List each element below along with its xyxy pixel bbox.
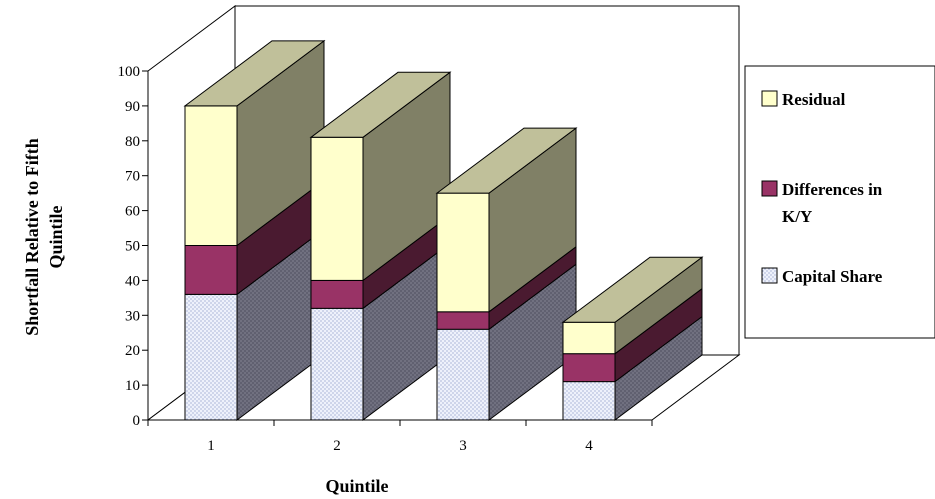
legend-label-capital-share: Capital Share (782, 267, 883, 286)
bars (183, 39, 704, 421)
x-axis: 1 2 3 4 (147, 419, 653, 454)
y-tick-label: 70 (125, 169, 140, 185)
bar-capital-share-3 (436, 328, 490, 421)
y-tick-label: 80 (125, 134, 140, 150)
x-tick-label: 4 (585, 438, 593, 454)
y-axis: 0 10 20 30 40 50 60 70 80 90 100 (118, 64, 149, 429)
y-tick-label: 50 (125, 239, 140, 255)
bar-residual-3 (436, 192, 490, 313)
bar-top-4 (561, 256, 704, 323)
bar-stack-3 (435, 127, 578, 421)
bar-top-2 (309, 71, 452, 138)
bar-top-1 (183, 40, 326, 107)
bar-differences-in-k-y-4 (562, 353, 616, 383)
x-tick-label: 3 (459, 438, 467, 454)
y-tick-label: 20 (125, 343, 140, 359)
y-axis-title: Shortfall Relative to Fifth Quintile (22, 138, 66, 335)
bar-top-3 (435, 127, 578, 194)
legend-label-residual: Residual (782, 90, 846, 109)
y-tick-label: 10 (125, 378, 140, 394)
legend-swatch-capital-share (761, 267, 778, 284)
y-tick-label: 90 (125, 99, 140, 115)
bar-stack-4 (561, 256, 704, 421)
x-tick-label: 1 (207, 438, 215, 454)
bar-differences-in-k-y-3 (436, 311, 490, 330)
bar-stack-2 (309, 71, 452, 421)
bar-differences-in-k-y-1 (184, 245, 238, 295)
bar-residual-2 (310, 136, 364, 281)
bar-capital-share-1 (184, 293, 238, 421)
legend-swatch-residual (761, 90, 778, 107)
bar-stack-1 (183, 39, 326, 421)
y-tick-label: 30 (125, 308, 140, 324)
legend-swatch-differences-in-k-y (761, 180, 778, 197)
y-tick-label: 100 (118, 64, 141, 80)
bar-capital-share-4 (562, 381, 616, 421)
bar-residual-1 (184, 105, 238, 247)
bar-differences-in-k-y-2 (310, 279, 364, 309)
y-tick-label: 40 (125, 273, 140, 289)
legend: Residual Differences in K/Y Capital Share (744, 65, 935, 339)
x-tick-label: 2 (333, 438, 341, 454)
y-tick-label: 60 (125, 204, 140, 220)
legend-label-differences-in-k-y: Differences in K/Y (782, 180, 883, 226)
y-tick-label: 0 (133, 413, 141, 429)
legend-box (744, 65, 935, 339)
bar-capital-share-2 (310, 307, 364, 421)
bar-residual-4 (562, 321, 616, 355)
x-axis-title: Quintile (325, 476, 388, 496)
